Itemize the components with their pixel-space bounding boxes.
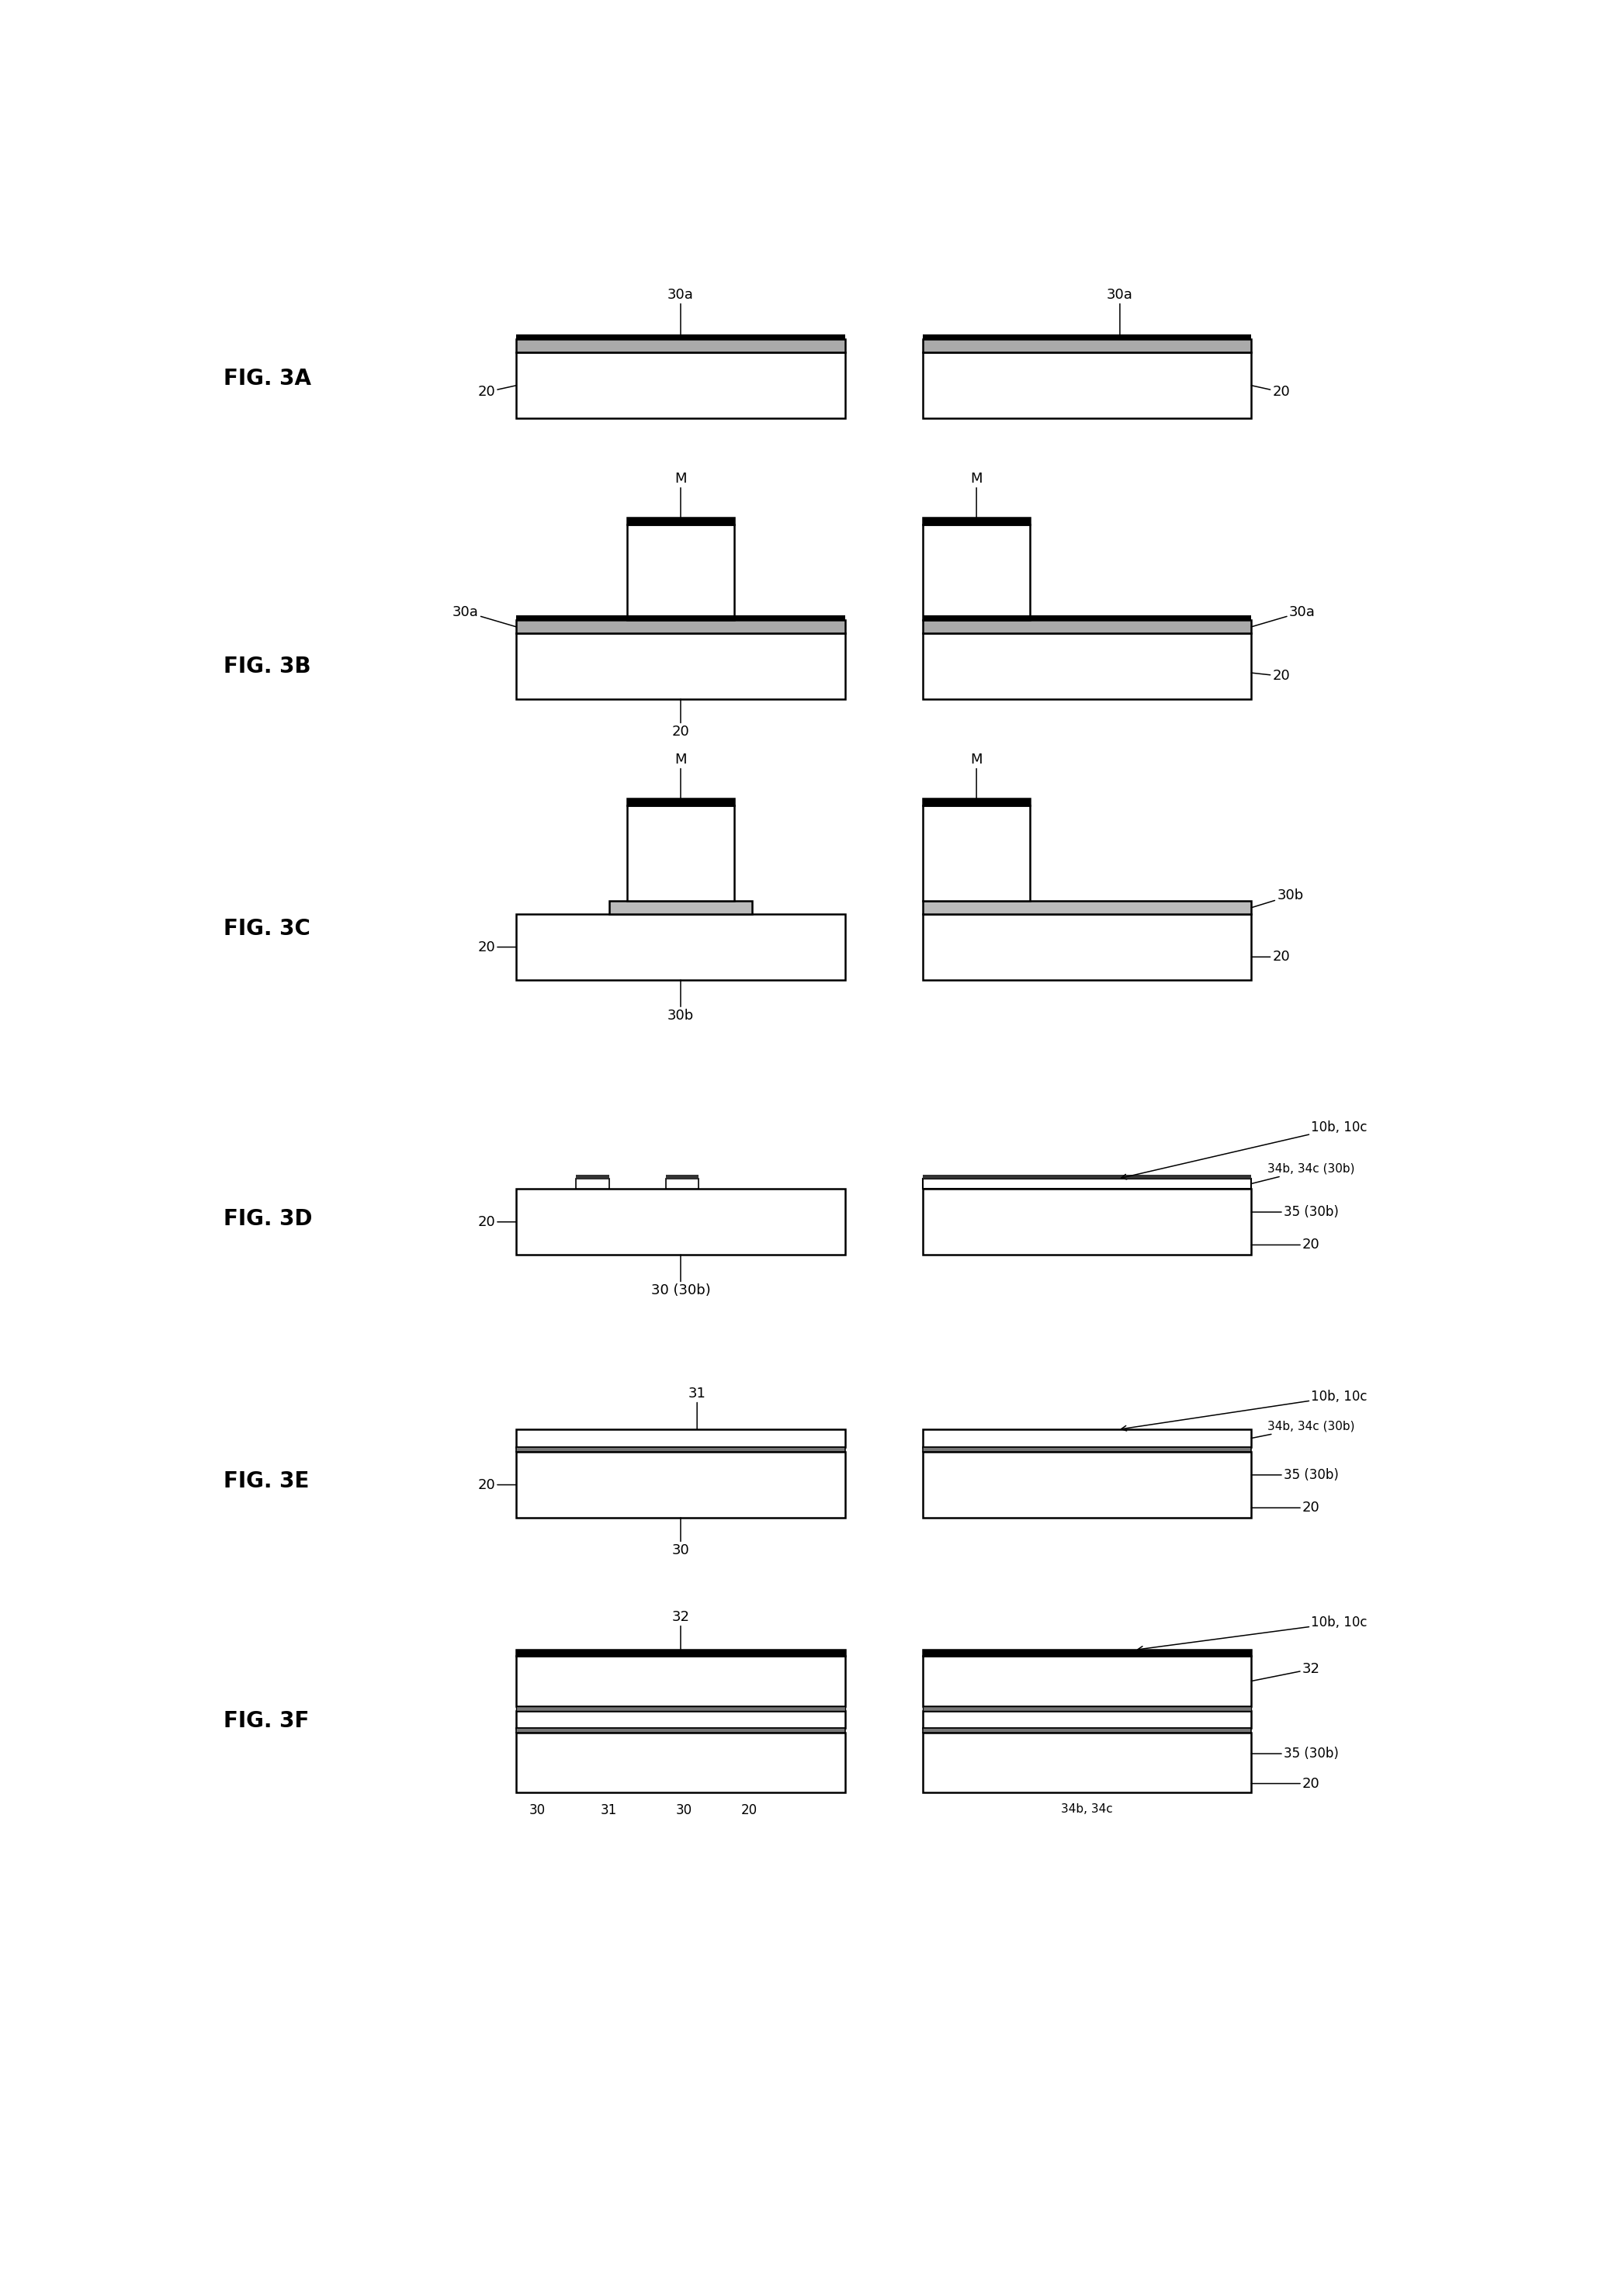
- Text: M: M: [674, 753, 687, 799]
- Text: 35 (30b): 35 (30b): [1251, 1467, 1338, 1481]
- Text: FIG. 3C: FIG. 3C: [224, 918, 310, 939]
- Text: 35 (30b): 35 (30b): [1251, 1205, 1338, 1219]
- Bar: [627, 806, 735, 900]
- Text: 34b, 34c (30b): 34b, 34c (30b): [1251, 1162, 1354, 1185]
- Bar: [922, 354, 1251, 418]
- Text: 20: 20: [477, 1215, 516, 1228]
- Bar: [516, 1451, 845, 1518]
- Bar: [922, 1651, 1251, 1655]
- Bar: [922, 1729, 1251, 1733]
- Text: M: M: [970, 471, 982, 517]
- Text: 30a: 30a: [667, 287, 693, 335]
- Bar: [516, 1729, 845, 1733]
- Bar: [922, 1706, 1251, 1711]
- Text: 20: 20: [477, 1479, 516, 1492]
- Text: 30: 30: [672, 1518, 690, 1557]
- Bar: [922, 1428, 1251, 1446]
- Bar: [516, 340, 845, 354]
- Bar: [516, 354, 845, 418]
- Text: 20: 20: [1251, 1238, 1320, 1251]
- Text: 30a: 30a: [1107, 287, 1133, 335]
- Bar: [922, 900, 1251, 914]
- Bar: [666, 1176, 698, 1178]
- Bar: [666, 1178, 698, 1189]
- Text: M: M: [674, 471, 687, 517]
- Text: 30b: 30b: [667, 980, 693, 1022]
- Text: 32: 32: [1251, 1662, 1320, 1681]
- Text: M: M: [970, 753, 982, 799]
- Bar: [627, 799, 735, 806]
- Text: 30 (30b): 30 (30b): [651, 1256, 711, 1297]
- Text: 30b: 30b: [1251, 889, 1304, 907]
- Text: 20: 20: [1251, 951, 1290, 964]
- Bar: [516, 1655, 845, 1706]
- Text: 20: 20: [477, 939, 516, 955]
- Bar: [922, 1711, 1251, 1729]
- Bar: [516, 1651, 845, 1655]
- Bar: [922, 340, 1251, 354]
- Bar: [922, 1451, 1251, 1518]
- Bar: [516, 335, 845, 340]
- Text: 20: 20: [1251, 1777, 1320, 1791]
- Text: 20: 20: [1251, 386, 1290, 400]
- Text: 20: 20: [1251, 668, 1290, 684]
- Bar: [575, 1176, 609, 1178]
- Bar: [922, 1189, 1251, 1256]
- Bar: [922, 799, 1030, 806]
- Text: 34b, 34c: 34b, 34c: [1061, 1802, 1112, 1814]
- Bar: [575, 1178, 609, 1189]
- Text: 10b, 10c: 10b, 10c: [1122, 1120, 1367, 1180]
- Bar: [516, 1733, 845, 1793]
- Bar: [922, 1178, 1251, 1189]
- Text: FIG. 3A: FIG. 3A: [224, 367, 311, 390]
- Bar: [922, 615, 1251, 620]
- Bar: [516, 620, 845, 634]
- Bar: [922, 914, 1251, 980]
- Bar: [627, 517, 735, 526]
- Text: 20: 20: [477, 386, 516, 400]
- Bar: [922, 1446, 1251, 1451]
- Text: 31: 31: [601, 1802, 617, 1816]
- Bar: [922, 634, 1251, 698]
- Text: 20: 20: [742, 1802, 758, 1816]
- Bar: [922, 1655, 1251, 1706]
- Bar: [922, 620, 1251, 634]
- Bar: [922, 1733, 1251, 1793]
- Bar: [922, 335, 1251, 340]
- Bar: [609, 900, 753, 914]
- Text: 30: 30: [529, 1802, 545, 1816]
- Text: FIG. 3D: FIG. 3D: [224, 1208, 313, 1228]
- Text: FIG. 3E: FIG. 3E: [224, 1472, 310, 1492]
- Bar: [516, 1428, 845, 1446]
- Text: 20: 20: [672, 698, 690, 739]
- Bar: [516, 615, 845, 620]
- Bar: [516, 1446, 845, 1451]
- Bar: [516, 1711, 845, 1729]
- Text: FIG. 3B: FIG. 3B: [224, 654, 311, 677]
- Text: 20: 20: [1251, 1502, 1320, 1515]
- Text: 34b, 34c (30b): 34b, 34c (30b): [1251, 1421, 1354, 1437]
- Text: 35 (30b): 35 (30b): [1251, 1747, 1338, 1761]
- Bar: [922, 517, 1030, 526]
- Bar: [516, 914, 845, 980]
- Bar: [516, 1189, 845, 1256]
- Text: 30: 30: [675, 1802, 692, 1816]
- Text: FIG. 3F: FIG. 3F: [224, 1711, 310, 1731]
- Bar: [922, 526, 1030, 620]
- Bar: [516, 634, 845, 698]
- Text: 30a: 30a: [1251, 604, 1315, 627]
- Text: 30a: 30a: [453, 604, 516, 627]
- Text: 10b, 10c: 10b, 10c: [1122, 1389, 1367, 1430]
- Bar: [922, 806, 1030, 900]
- Text: 32: 32: [672, 1609, 690, 1651]
- Bar: [516, 1706, 845, 1711]
- Bar: [627, 526, 735, 620]
- Text: 10b, 10c: 10b, 10c: [1138, 1616, 1367, 1651]
- Bar: [922, 1176, 1251, 1178]
- Text: 31: 31: [688, 1387, 706, 1428]
